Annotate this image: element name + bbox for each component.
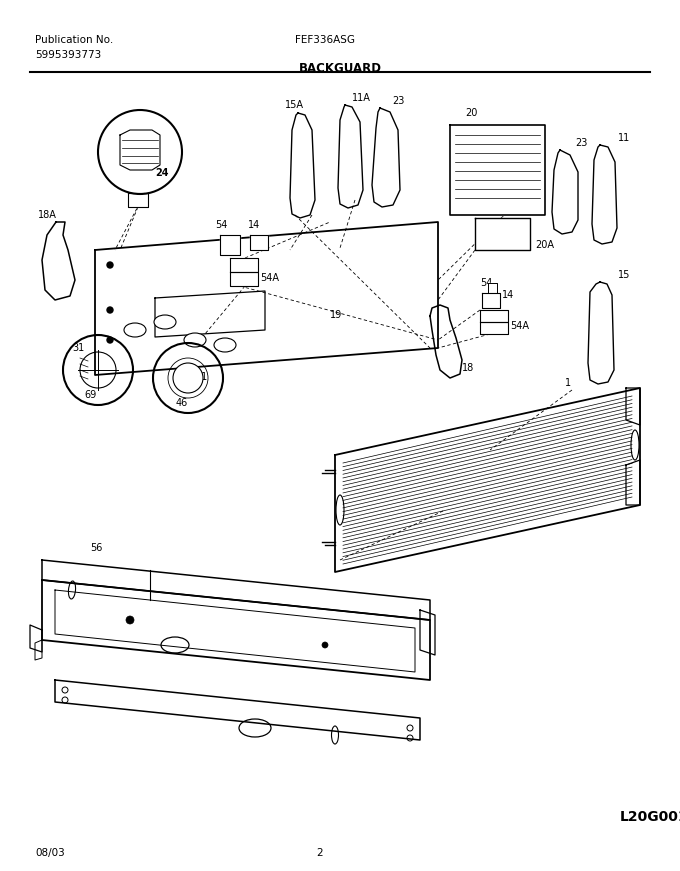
Text: BACKGUARD: BACKGUARD xyxy=(299,62,381,75)
Text: 19: 19 xyxy=(330,310,342,320)
Text: 23: 23 xyxy=(392,96,405,106)
Polygon shape xyxy=(488,283,497,293)
Text: 14: 14 xyxy=(502,290,514,300)
Text: 18: 18 xyxy=(462,363,474,373)
Ellipse shape xyxy=(124,323,146,337)
Polygon shape xyxy=(480,322,508,334)
Polygon shape xyxy=(128,193,148,207)
Polygon shape xyxy=(482,293,500,308)
Polygon shape xyxy=(230,272,258,286)
Text: 15: 15 xyxy=(618,270,630,280)
Ellipse shape xyxy=(214,338,236,352)
Polygon shape xyxy=(480,310,508,322)
Ellipse shape xyxy=(184,333,206,347)
Text: 5995393773: 5995393773 xyxy=(35,50,101,60)
Text: 15A: 15A xyxy=(285,100,304,110)
Text: 14: 14 xyxy=(248,220,260,230)
Circle shape xyxy=(107,337,113,343)
Circle shape xyxy=(126,616,134,624)
Text: L20G0014: L20G0014 xyxy=(620,810,680,824)
Text: 24: 24 xyxy=(155,168,169,178)
Text: Publication No.: Publication No. xyxy=(35,35,114,45)
Text: 54: 54 xyxy=(215,220,227,230)
Text: 54A: 54A xyxy=(510,321,529,331)
Polygon shape xyxy=(220,235,240,255)
Text: 31: 31 xyxy=(72,343,84,353)
Polygon shape xyxy=(230,258,258,272)
Circle shape xyxy=(322,642,328,648)
Text: 08/03: 08/03 xyxy=(35,848,65,858)
Circle shape xyxy=(107,307,113,313)
Text: 2: 2 xyxy=(317,848,323,858)
Polygon shape xyxy=(450,125,545,215)
Text: 54A: 54A xyxy=(260,273,279,283)
Text: 46: 46 xyxy=(176,398,188,408)
Text: 20A: 20A xyxy=(535,240,554,250)
Text: 54: 54 xyxy=(480,278,492,288)
Text: 23: 23 xyxy=(575,138,588,148)
Polygon shape xyxy=(250,235,268,250)
Ellipse shape xyxy=(154,315,176,329)
Text: 31: 31 xyxy=(195,372,207,382)
Text: FEF336ASG: FEF336ASG xyxy=(295,35,355,45)
Text: 69: 69 xyxy=(84,390,97,400)
Circle shape xyxy=(107,262,113,268)
Text: 1: 1 xyxy=(565,378,571,388)
Text: 18A: 18A xyxy=(38,210,57,220)
Text: 20: 20 xyxy=(465,108,477,118)
Polygon shape xyxy=(475,218,530,250)
Text: 11: 11 xyxy=(618,133,630,143)
Text: 11A: 11A xyxy=(352,93,371,103)
Circle shape xyxy=(173,363,203,393)
Text: 56: 56 xyxy=(90,543,103,553)
